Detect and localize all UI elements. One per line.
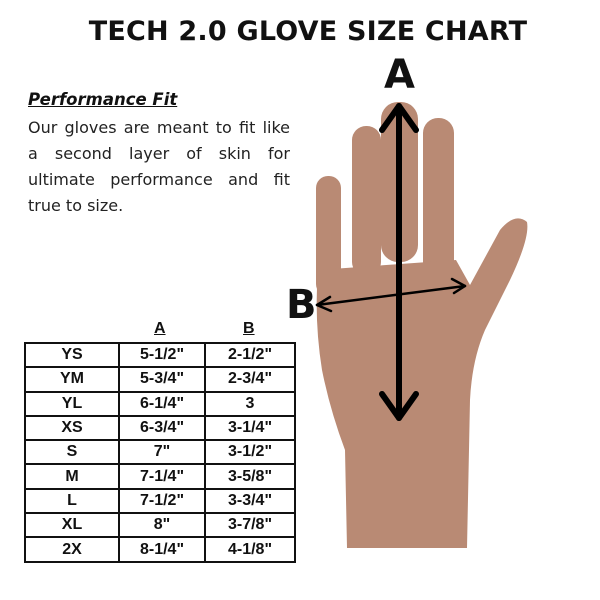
arrow-b-right-head (450, 277, 467, 295)
measurement-b-cell: 2-3/4" (204, 366, 296, 393)
measurement-b-cell: 3-3/4" (204, 487, 296, 515)
page-title: TECH 2.0 GLOVE SIZE CHART (88, 16, 528, 47)
table-row: YS 5-1/2" 2-1/2" (24, 341, 296, 369)
measurement-a-cell: 8-1/4" (118, 536, 206, 563)
size-cell: XS (24, 414, 120, 442)
measurement-a-cell: 8" (118, 512, 206, 539)
measurement-b-cell: 3-7/8" (204, 512, 296, 539)
measurement-a-cell: 5-1/2" (118, 341, 206, 369)
arrow-a-bottom-head (379, 391, 419, 421)
table-row: 2X 8-1/4" 4-1/8" (24, 536, 296, 563)
size-cell: XL (24, 512, 120, 539)
table-row: XS 6-3/4" 3-1/4" (24, 414, 296, 442)
arrow-b-left-head (315, 295, 333, 313)
table-row: S 7" 3-1/2" (24, 439, 296, 466)
hand-shape (316, 102, 528, 548)
label-b: B (286, 282, 317, 328)
measurement-a-cell: 7" (118, 439, 206, 466)
measurement-a-cell: 6-1/4" (118, 390, 206, 417)
table-row: M 7-1/4" 3-5/8" (24, 463, 296, 490)
size-cell: YM (24, 366, 120, 393)
table-row: YM 5-3/4" 2-3/4" (24, 366, 296, 393)
arrow-b-line (315, 284, 467, 307)
size-cell: YS (24, 341, 120, 369)
measurement-b-cell: 3 (204, 390, 296, 417)
size-cell: S (24, 439, 120, 466)
size-cell: 2X (24, 536, 120, 563)
measurement-a-cell: 7-1/2" (118, 487, 206, 515)
column-header-a: A (154, 320, 166, 337)
fit-description: Our gloves are meant to fit like a secon… (28, 118, 290, 215)
size-cell: YL (24, 390, 120, 417)
measurement-a-cell: 5-3/4" (118, 366, 206, 393)
measurement-b-cell: 2-1/2" (204, 341, 296, 369)
column-header-b: B (243, 320, 255, 337)
size-cell: M (24, 463, 120, 490)
measurement-a-cell: 7-1/4" (118, 463, 206, 490)
measurement-a-cell: 6-3/4" (118, 414, 206, 442)
table-row: L 7-1/2" 3-3/4" (24, 487, 296, 515)
table-row: YL 6-1/4" 3 (24, 390, 296, 417)
size-table: YS 5-1/2" 2-1/2" YM 5-3/4" 2-3/4" YL 6-1/4" 3 XS 6… (24, 341, 296, 563)
measurement-b-cell: 3-5/8" (204, 463, 296, 490)
size-cell: L (24, 487, 120, 515)
measurement-b-cell: 3-1/4" (204, 414, 296, 442)
fit-heading: Performance Fit (28, 90, 178, 109)
label-a: A (384, 52, 415, 98)
arrow-a-top-head (379, 103, 419, 133)
table-row: XL 8" 3-7/8" (24, 512, 296, 539)
measurement-b-cell: 4-1/8" (204, 536, 296, 563)
measurement-b-cell: 3-1/2" (204, 439, 296, 466)
